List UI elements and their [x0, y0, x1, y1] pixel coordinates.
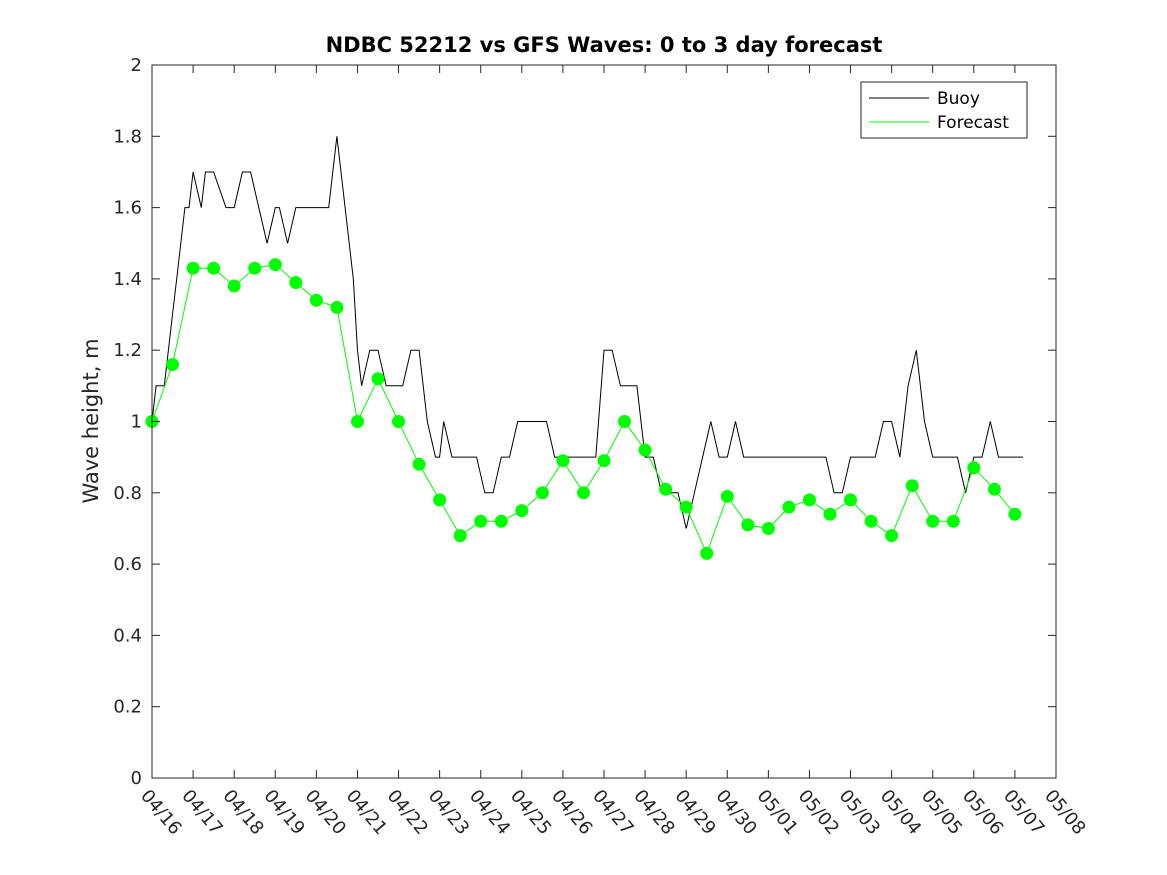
forecast-point	[926, 514, 940, 528]
forecast-point	[720, 489, 734, 503]
forecast-point	[494, 514, 508, 528]
forecast-point	[803, 493, 816, 507]
forecast-point	[618, 415, 631, 428]
forecast-point	[474, 514, 488, 528]
forecast-point	[309, 293, 323, 307]
y-tick-label: 0.6	[113, 554, 142, 575]
y-tick-label: 1.6	[113, 198, 142, 219]
y-tick-label: 1.4	[113, 269, 142, 290]
forecast-point	[371, 372, 385, 386]
forecast-point	[166, 358, 179, 371]
y-tick-label: 1.2	[113, 340, 142, 361]
forecast-point	[227, 279, 241, 293]
chart-title: NDBC 52212 vs GFS Waves: 0 to 3 day fore…	[326, 33, 883, 57]
forecast-point	[864, 514, 878, 528]
forecast-point	[268, 258, 282, 272]
forecast-point	[823, 507, 837, 521]
forecast-point	[659, 482, 673, 496]
forecast-point	[535, 486, 549, 500]
y-tick-label: 0.8	[113, 483, 142, 504]
forecast-point	[207, 261, 221, 275]
forecast-point	[515, 504, 529, 518]
y-tick-label: 0.2	[113, 697, 142, 718]
y-axis-title: Wave height, m	[79, 338, 103, 503]
legend: Buoy Forecast	[860, 81, 1028, 139]
forecast-point	[453, 529, 467, 543]
legend-buoy-label: Buoy	[937, 89, 980, 109]
forecast-point	[967, 461, 981, 475]
forecast-point	[330, 300, 344, 314]
forecast-point	[700, 546, 714, 560]
forecast-point	[597, 454, 611, 468]
forecast-point	[638, 443, 652, 457]
y-tick-label: 0	[131, 768, 142, 789]
y-tick-label: 1	[131, 412, 142, 433]
forecast-point	[741, 518, 755, 532]
forecast-point	[289, 276, 303, 289]
legend-box	[860, 81, 1028, 139]
forecast-point	[556, 454, 570, 468]
forecast-point	[987, 482, 1001, 496]
forecast-point	[782, 500, 796, 514]
forecast-point	[248, 261, 262, 275]
y-tick-label: 0.4	[113, 625, 142, 646]
legend-forecast-label: Forecast	[937, 113, 1009, 133]
forecast-point	[1008, 507, 1022, 521]
forecast-point	[946, 514, 960, 528]
forecast-point	[885, 529, 899, 543]
forecast-point	[905, 479, 919, 493]
forecast-point	[761, 522, 775, 535]
forecast-point	[577, 486, 590, 500]
forecast-point	[433, 493, 447, 507]
y-tick-label: 2	[131, 55, 142, 76]
forecast-point	[412, 457, 426, 471]
forecast-point	[844, 493, 857, 507]
forecast-point	[351, 415, 364, 428]
y-tick-label: 1.8	[113, 126, 142, 147]
forecast-point	[392, 415, 405, 428]
forecast-point	[186, 261, 200, 275]
forecast-point	[679, 500, 693, 514]
